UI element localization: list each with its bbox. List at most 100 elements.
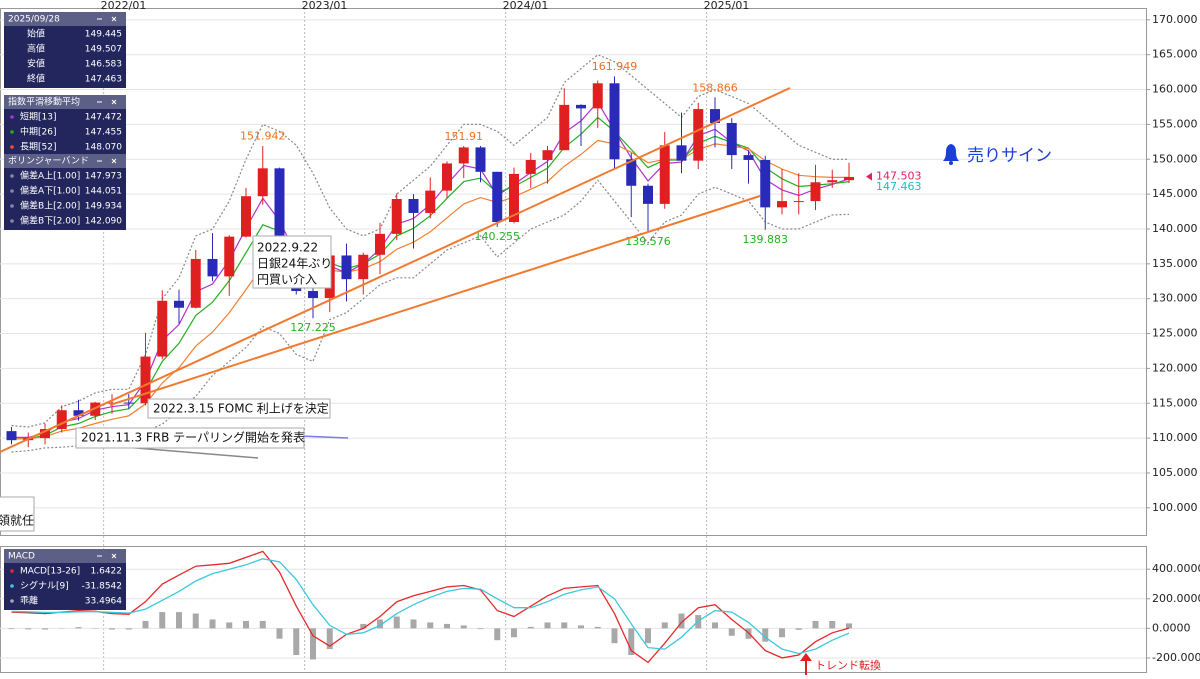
panel-label: 偏差B上[2.00]	[20, 200, 80, 212]
histogram-bar	[260, 621, 266, 628]
histogram-bar	[494, 628, 500, 640]
panel-label: 終値	[27, 73, 45, 85]
histogram-bar	[394, 617, 400, 629]
trend-reversal-text: トレンド転換	[815, 659, 881, 672]
histogram-bar	[9, 628, 15, 629]
histogram-bar	[126, 628, 132, 629]
histogram-bar	[796, 628, 802, 629]
panel-value: 147.973	[85, 172, 122, 182]
panel-value: 147.455	[85, 128, 122, 138]
legend-dot	[10, 584, 14, 588]
histogram-bar	[545, 622, 551, 628]
x-tick-label: 2025/01	[704, 0, 750, 12]
panel-value: 33.4964	[85, 597, 122, 607]
info-panel: 指数平滑移動平均短期[13]147.472中期[26]147.455長期[52]…	[4, 95, 126, 156]
candle-body	[844, 177, 854, 180]
panel-label: 安値	[27, 58, 45, 70]
candle-body	[392, 199, 402, 234]
candle-body	[258, 168, 268, 196]
callout-text: 円買い介入	[257, 273, 317, 287]
y-tick-label: 160.000	[1152, 83, 1198, 96]
histogram-bar	[461, 625, 467, 628]
histogram-bar	[193, 614, 199, 629]
y-tick-label: 130.000	[1152, 292, 1198, 305]
candle-body	[543, 150, 553, 160]
price-label: 147.463	[876, 180, 922, 193]
candle-body	[526, 160, 536, 174]
panel-title: MACD	[8, 552, 35, 562]
y-tick-label: 200.0000	[1152, 592, 1200, 605]
candle-body	[308, 291, 318, 298]
candle-body	[559, 105, 569, 150]
panel-value: 149.507	[85, 45, 122, 55]
panel-label: 乖離	[20, 595, 38, 607]
candle-body	[141, 357, 151, 404]
candle-body	[442, 163, 452, 190]
histogram-bar	[277, 628, 283, 638]
histogram-bar	[612, 628, 618, 643]
panel-label: 中期[26]	[20, 126, 56, 138]
legend-dot	[10, 204, 14, 208]
info-panel: ボリンジャーバンド偏差A上[1.00]147.973偏差A下[1.00]144.…	[4, 154, 126, 230]
candle-body	[476, 147, 486, 171]
panel-value: 147.472	[85, 113, 122, 123]
candle-body	[827, 180, 837, 182]
histogram-bar	[712, 622, 718, 628]
histogram-bar	[511, 628, 517, 637]
callout-boj: 2022.9.22 日銀24年ぶり 円買い介入	[253, 236, 332, 288]
bell-icon	[949, 161, 953, 165]
histogram-bar	[159, 612, 165, 628]
candle-body	[342, 255, 352, 279]
histogram-bar	[729, 628, 735, 635]
macd-frame	[1, 547, 1147, 673]
y-tick-label: 165.000	[1152, 48, 1198, 61]
y-tick-label: 135.000	[1152, 257, 1198, 270]
panel-title: 2025/09/28	[8, 15, 60, 25]
candle-body	[375, 234, 385, 255]
panel-value: 146.583	[85, 60, 122, 70]
legend-dot	[10, 115, 14, 119]
histogram-bar	[293, 628, 299, 655]
histogram-bar	[210, 619, 216, 628]
panel-label: 始値	[27, 28, 45, 40]
panel-label: 高値	[27, 43, 45, 55]
panel-value: 148.070	[85, 143, 122, 153]
candle-body	[208, 259, 218, 276]
panel-label: 偏差A下[1.00]	[20, 185, 80, 197]
candle-body	[492, 172, 502, 222]
y-tick-label: 120.000	[1152, 361, 1198, 374]
y-tick-label: 140.000	[1152, 222, 1198, 235]
legend-dot	[10, 569, 14, 573]
y-tick-label: 0.0000	[1152, 621, 1191, 634]
histogram-bar	[779, 628, 785, 637]
candle-body	[677, 145, 687, 160]
trough-label: 139.883	[743, 233, 789, 246]
panel-label: 偏差A上[1.00]	[20, 170, 80, 182]
candle-body	[643, 186, 653, 204]
panel-title: 指数平滑移動平均	[8, 96, 80, 108]
candle-body	[191, 259, 201, 308]
candle-body	[727, 123, 737, 155]
callout-text: 2022.9.22	[257, 241, 318, 255]
histogram-bar	[595, 627, 601, 628]
y-tick-label: 110.000	[1152, 431, 1198, 444]
histogram-bar	[528, 627, 534, 628]
panel-label: 短期[13]	[20, 111, 56, 123]
y-tick-label: 105.000	[1152, 466, 1198, 479]
histogram-bar	[444, 624, 450, 628]
panel-value: 149.934	[85, 202, 122, 212]
peak-label: 151.942	[240, 130, 286, 143]
histogram-bar	[76, 627, 82, 628]
candle-body	[811, 182, 821, 201]
histogram-bar	[176, 612, 182, 628]
histogram-bar	[662, 622, 668, 628]
histogram-bar	[25, 628, 31, 629]
x-tick-label: 2023/01	[302, 0, 348, 12]
histogram-bar	[561, 622, 567, 628]
candle-body	[157, 301, 167, 357]
candle-body	[124, 403, 134, 404]
